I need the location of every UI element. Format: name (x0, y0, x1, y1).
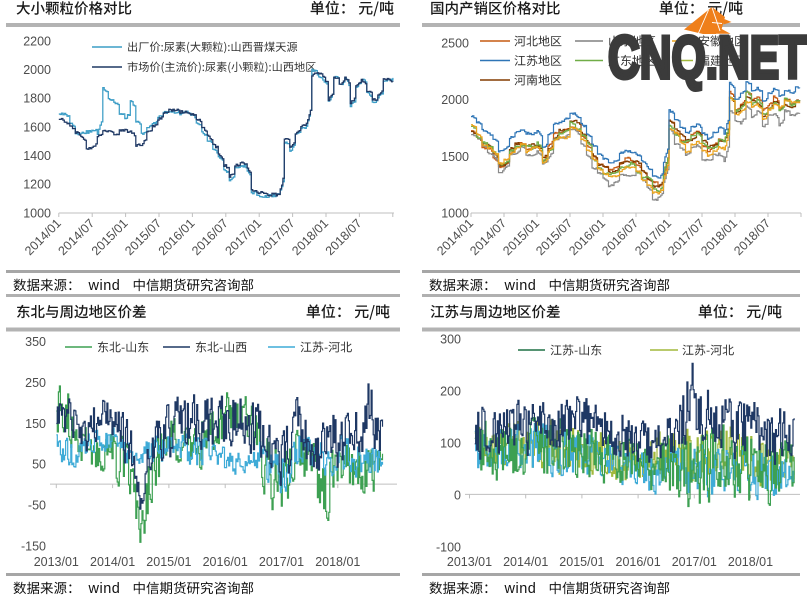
svg-text:150: 150 (25, 417, 46, 431)
svg-text:2018/01: 2018/01 (728, 555, 773, 569)
svg-text:1800: 1800 (23, 92, 51, 106)
svg-text:2013/01: 2013/01 (447, 555, 492, 569)
svg-text:2014/01: 2014/01 (503, 555, 548, 569)
svg-text:200: 200 (440, 384, 461, 398)
svg-text:2013/01: 2013/01 (34, 555, 79, 569)
svg-text:2017/01: 2017/01 (672, 555, 717, 569)
svg-text:-100: -100 (436, 540, 461, 554)
svg-text:-150: -150 (21, 540, 46, 554)
svg-text:250: 250 (25, 376, 46, 390)
svg-text:2500: 2500 (441, 37, 469, 51)
svg-text:CNQ.NET: CNQ.NET (608, 24, 806, 91)
svg-text:2200: 2200 (23, 34, 51, 48)
svg-text:300: 300 (440, 332, 461, 346)
svg-text:-50: -50 (28, 499, 46, 513)
svg-text:wind: wind (504, 278, 537, 294)
svg-text:wind: wind (88, 581, 121, 597)
svg-text:1000: 1000 (23, 206, 51, 220)
svg-text:50: 50 (32, 458, 46, 472)
svg-text:100: 100 (440, 436, 461, 450)
svg-text:1600: 1600 (23, 120, 51, 134)
svg-text:wind: wind (504, 581, 537, 597)
svg-text:2015/01: 2015/01 (146, 555, 191, 569)
svg-text:1400: 1400 (23, 149, 51, 163)
svg-text:2000: 2000 (23, 63, 51, 77)
svg-text:1000: 1000 (441, 207, 469, 221)
svg-text:2014/01: 2014/01 (90, 555, 135, 569)
svg-text:2017/01: 2017/01 (259, 555, 304, 569)
svg-text:2015/01: 2015/01 (559, 555, 604, 569)
svg-text:2016/01: 2016/01 (616, 555, 661, 569)
svg-text:2000: 2000 (441, 93, 469, 107)
svg-text:2018/01: 2018/01 (315, 555, 360, 569)
svg-text:1500: 1500 (441, 150, 469, 164)
svg-text:wind: wind (88, 278, 121, 294)
svg-text:0: 0 (454, 488, 461, 502)
svg-text:350: 350 (25, 335, 46, 349)
svg-text:1200: 1200 (23, 178, 51, 192)
svg-text:2016/01: 2016/01 (203, 555, 248, 569)
